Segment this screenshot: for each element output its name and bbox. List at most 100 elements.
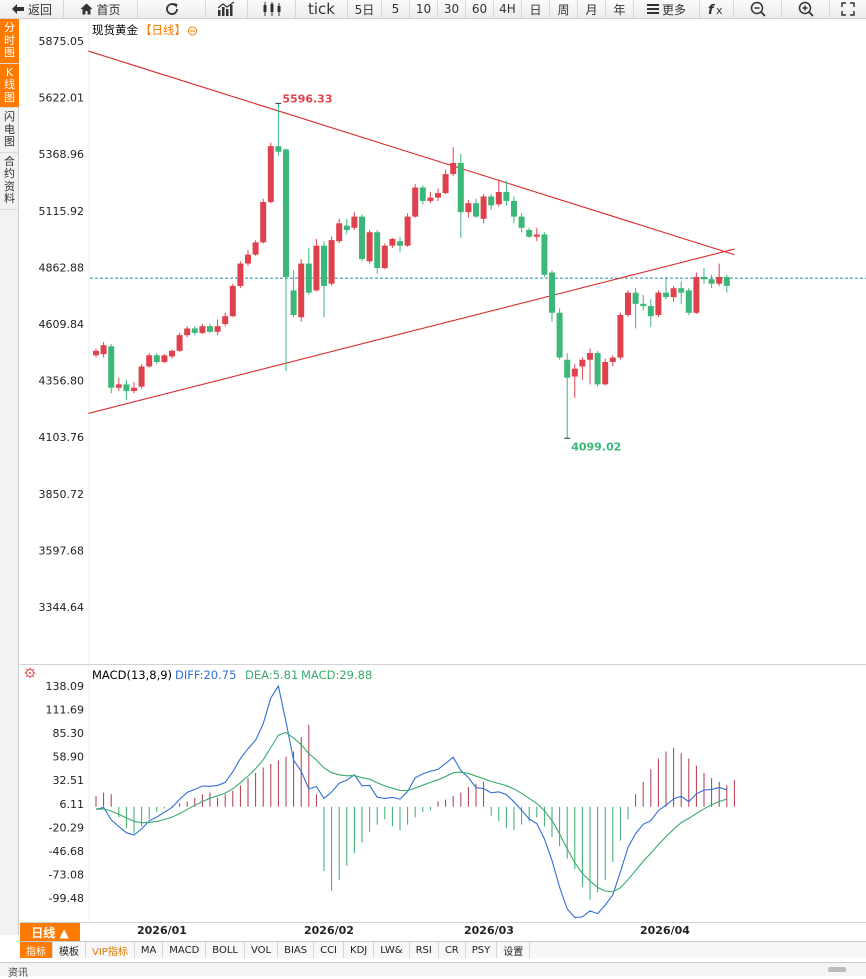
period-day[interactable]: 日 xyxy=(522,0,550,18)
svg-text:f: f xyxy=(708,3,716,16)
x-tick-label: 2026/01 xyxy=(137,924,187,935)
tab-cr[interactable]: CR xyxy=(439,942,466,958)
candle-body xyxy=(435,193,441,198)
period-5day[interactable]: 5日 xyxy=(348,0,382,18)
candle-body xyxy=(503,191,510,201)
candle-body xyxy=(594,353,601,385)
back-button[interactable]: 返回 xyxy=(0,0,64,18)
collapse-icon[interactable] xyxy=(188,26,197,36)
macd-settings-icon[interactable] xyxy=(24,667,36,679)
tab-vol[interactable]: VOL xyxy=(245,942,279,958)
candle-body xyxy=(381,245,388,269)
macd-diff-line xyxy=(95,684,727,919)
macd-tick-label: -99.48 xyxy=(49,892,84,905)
candle-body xyxy=(701,276,707,280)
price-tick-label: 3597.68 xyxy=(39,544,85,557)
candle-body xyxy=(625,292,631,316)
candle-body xyxy=(108,346,115,388)
candle-body xyxy=(556,312,563,358)
candle-body xyxy=(321,245,327,286)
chart-svg[interactable]: 5875.05 5622.01 5368.96 5115.92 4862.88 4609.… xyxy=(20,19,866,937)
tab-settings[interactable]: 设置 xyxy=(497,942,531,958)
period-select-button[interactable]: 日线 ▲ xyxy=(20,923,80,941)
sidebar-item-timeshare[interactable]: 分时图 xyxy=(0,19,19,64)
candle-body xyxy=(450,162,457,175)
candle-body xyxy=(252,242,259,255)
candle-body xyxy=(526,230,533,237)
zoom-in-icon xyxy=(798,1,814,17)
candle-body xyxy=(412,187,419,217)
price-tick-label: 3344.64 xyxy=(39,601,85,614)
candle-body xyxy=(374,232,381,269)
zoom-out-button[interactable] xyxy=(734,0,782,18)
refresh-icon xyxy=(165,3,178,15)
x-tick-label: 2026/03 xyxy=(464,924,514,935)
candle-body xyxy=(617,315,624,358)
macd-tick-label: -46.68 xyxy=(49,845,84,858)
tab-macd[interactable]: MACD xyxy=(163,942,207,958)
more-button[interactable]: 更多 xyxy=(634,0,700,18)
period-week[interactable]: 周 xyxy=(550,0,578,18)
price-tick-label: 4103.76 xyxy=(39,431,85,444)
candle-body xyxy=(336,223,343,242)
bar-chart-button[interactable] xyxy=(206,0,248,18)
candle-body xyxy=(640,303,647,307)
candle-body xyxy=(442,174,449,194)
candlestick-button[interactable] xyxy=(248,0,296,18)
candle-body xyxy=(488,196,495,206)
zoom-in-button[interactable] xyxy=(782,0,830,18)
news-bar[interactable]: 资讯 xyxy=(0,962,866,979)
tab-bias[interactable]: BIAS xyxy=(278,942,315,958)
period-60min[interactable]: 60 xyxy=(466,0,494,18)
sidebar-item-contract-info[interactable]: 合约资料 xyxy=(0,153,19,210)
tab-kdj[interactable]: KDJ xyxy=(344,942,375,958)
candle-body xyxy=(153,355,160,362)
instrument-title: 现货黄金 xyxy=(92,23,138,37)
tab-indicator[interactable]: 指标 xyxy=(20,942,53,958)
price-tick-label: 4356.80 xyxy=(39,375,85,388)
tick-button[interactable]: tick xyxy=(296,0,348,18)
period-4h[interactable]: 4H xyxy=(494,0,522,18)
sidebar-item-kline[interactable]: K线图 xyxy=(0,63,19,108)
tab-rsi[interactable]: RSI xyxy=(410,942,439,958)
candle-body xyxy=(465,203,472,213)
tab-ma[interactable]: MA xyxy=(135,942,164,958)
period-5min[interactable]: 5 xyxy=(382,0,410,18)
candle-body xyxy=(184,328,191,336)
low-marker: 4099.02 xyxy=(564,437,621,453)
tab-boll[interactable]: BOLL xyxy=(206,942,245,958)
period-month[interactable]: 月 xyxy=(578,0,606,18)
candle-body xyxy=(609,357,616,362)
macd-macd-value: MACD:29.88 xyxy=(301,668,372,682)
tab-psy[interactable]: PSY xyxy=(466,942,498,958)
fullscreen-button[interactable] xyxy=(830,0,866,18)
resize-handle[interactable] xyxy=(828,967,846,972)
home-button[interactable]: 首页 xyxy=(64,0,138,18)
candle-body xyxy=(222,316,229,324)
candle-body xyxy=(176,335,183,351)
candle-body xyxy=(685,290,692,313)
chart-area[interactable]: 5875.05 5622.01 5368.96 5115.92 4862.88 4609.… xyxy=(20,19,866,937)
price-tick-label: 5368.96 xyxy=(39,148,85,161)
sidebar-item-flash[interactable]: 闪电图 xyxy=(0,108,19,153)
candle-body xyxy=(123,384,130,392)
back-label: 返回 xyxy=(27,2,52,17)
candle-body xyxy=(541,234,548,275)
tab-vip-indicator[interactable]: VIP指标 xyxy=(86,942,135,958)
high-marker: 5596.33 xyxy=(275,92,333,105)
tab-lw[interactable]: LW& xyxy=(374,942,410,958)
period-year[interactable]: 年 xyxy=(606,0,634,18)
tab-cci[interactable]: CCI xyxy=(314,942,345,958)
home-label: 首页 xyxy=(96,2,121,17)
candle-body xyxy=(480,196,487,219)
period-10min[interactable]: 10 xyxy=(410,0,438,18)
refresh-button[interactable] xyxy=(138,0,206,18)
macd-tick-label: -73.08 xyxy=(49,868,84,881)
candle-body xyxy=(131,387,137,392)
svg-text:x: x xyxy=(716,4,723,16)
candle-body xyxy=(343,225,350,231)
candle-body xyxy=(716,276,723,284)
tab-template[interactable]: 模板 xyxy=(53,942,86,958)
period-30min[interactable]: 30 xyxy=(438,0,466,18)
